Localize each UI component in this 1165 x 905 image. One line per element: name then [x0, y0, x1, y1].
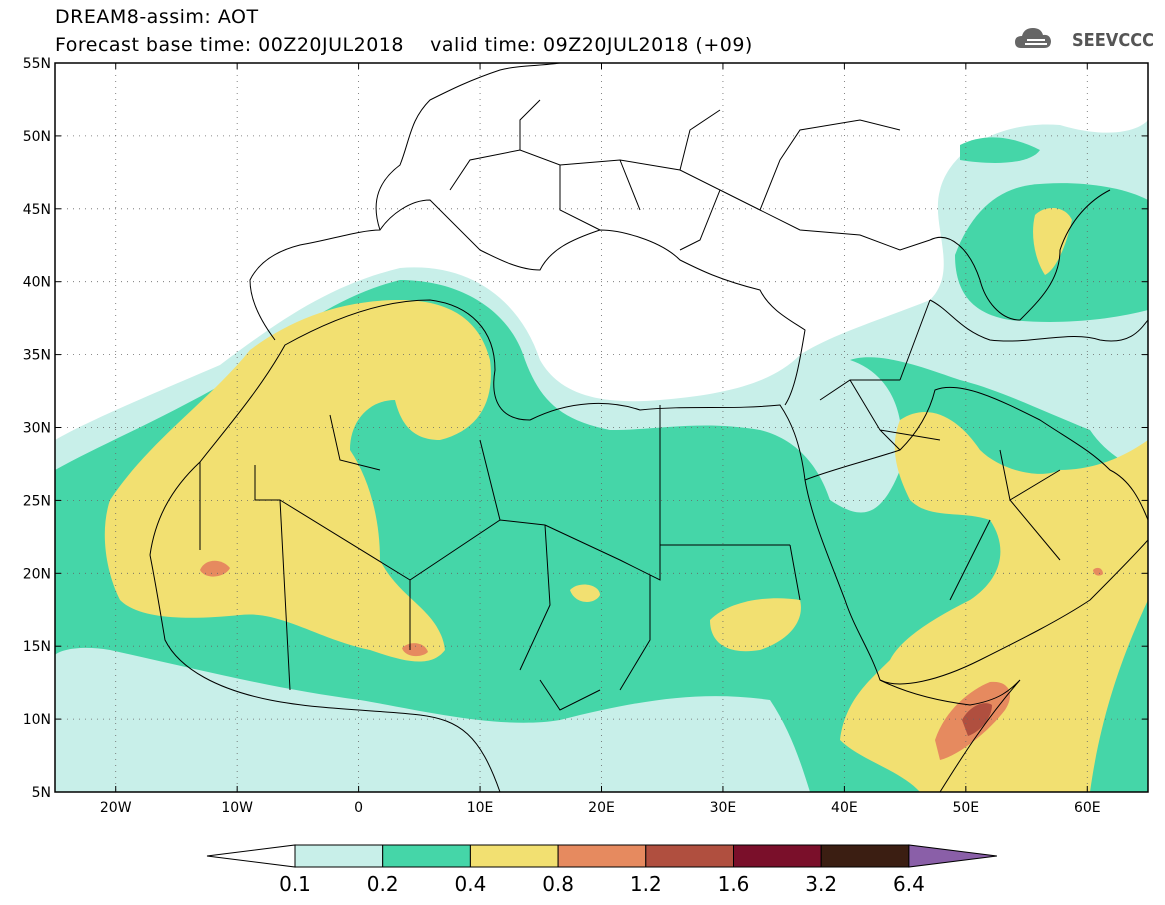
colorbar-label: 0.2 [367, 872, 399, 896]
colorbar-label: 0.8 [542, 872, 574, 896]
latitude-labels: 55N 50N 45N 40N 35N 30N 25N 20N 15N 10N 5N [23, 56, 51, 801]
map-title: DREAM8-assim: AOT [55, 6, 259, 28]
lat-label: 25N [23, 493, 51, 509]
longitude-labels: 20W 10W 0 10E 20E 30E 40E 50E 60E [100, 800, 1101, 816]
lon-label: 40E [831, 800, 858, 816]
colorbar-swatch [294, 844, 384, 868]
aot-contour-1.2-somalia [962, 703, 992, 736]
colorbar-label: 0.4 [454, 872, 486, 896]
lon-label: 0 [354, 800, 363, 816]
seevccc-cloud-icon [1015, 28, 1051, 48]
lon-label: 20W [100, 800, 132, 816]
lat-label: 20N [23, 566, 51, 582]
lat-label: 15N [23, 639, 51, 655]
aot-contour-0.4-sudan [710, 598, 801, 652]
lat-label: 50N [23, 129, 51, 145]
colorbar-label: 3.2 [805, 872, 837, 896]
colorbar-label: 0.1 [279, 872, 311, 896]
lon-label: 10E [467, 800, 494, 816]
lat-label: 40N [23, 275, 51, 291]
lat-label: 45N [23, 202, 51, 218]
aot-contour-0.8-arabia-east [1093, 567, 1103, 576]
lon-label: 20E [588, 800, 615, 816]
map-grid [55, 63, 1148, 792]
axis-ticks [55, 62, 1148, 793]
logo-text: SEEVCCC [1072, 30, 1154, 51]
lat-label: 30N [23, 421, 51, 437]
lon-label: 10W [221, 800, 253, 816]
colorbar-under [206, 844, 296, 868]
colorbar-swatch [820, 844, 910, 868]
lat-label: 55N [23, 56, 51, 72]
time-info: Forecast base time: 00Z20JUL2018 valid t… [55, 34, 753, 56]
colorbar-over [908, 844, 997, 868]
aot-contour-0.4-caspian [1033, 208, 1072, 275]
colorbar-swatch [469, 844, 559, 868]
lon-label: 30E [710, 800, 737, 816]
colorbar-label: 6.4 [893, 872, 925, 896]
lat-label: 35N [23, 348, 51, 364]
colorbar-swatch [382, 844, 471, 868]
colorbar-label: 1.6 [718, 872, 750, 896]
aot-fields [55, 120, 1148, 792]
aot-contour-0.8-mauritania [200, 560, 230, 577]
lat-label: 5N [32, 785, 51, 801]
aot-contour-0.2-caspian-north [960, 137, 1040, 163]
lon-label: 60E [1074, 800, 1101, 816]
lat-label: 10N [23, 712, 51, 728]
lon-label: 50E [952, 800, 979, 816]
base-time-label: Forecast base time: 00Z20JUL2018 [55, 34, 404, 56]
coastlines [149, 63, 1148, 792]
colorbar-swatch [645, 844, 734, 868]
aot-contour-0.4-chad [570, 584, 600, 602]
valid-time-label: valid time: 09Z20JUL2018 (+09) [430, 34, 753, 56]
colorbar: 0.1 0.2 0.4 0.8 1.2 1.6 3.2 6.4 [206, 844, 997, 896]
colorbar-label: 1.2 [630, 872, 662, 896]
aot-contour-0.4-arabia [840, 411, 1148, 792]
colorbar-swatch [733, 844, 822, 868]
colorbar-swatch [557, 844, 647, 868]
